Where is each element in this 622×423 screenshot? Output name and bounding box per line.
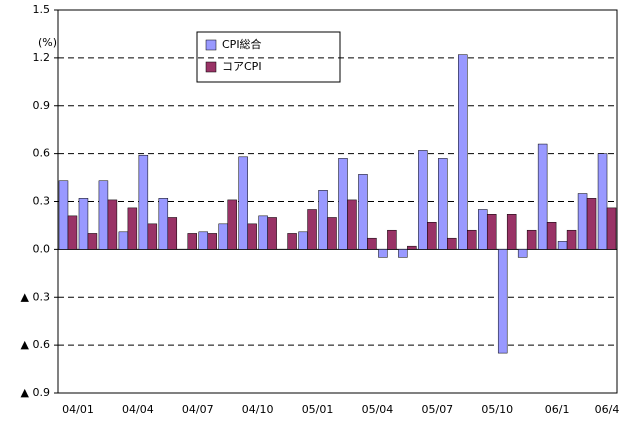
legend-label: CPI総合 — [222, 37, 262, 51]
x-tick-label: 05/10 — [481, 403, 513, 416]
bar — [78, 198, 89, 250]
bar — [287, 233, 297, 250]
x-tick-label: 06/1 — [545, 403, 570, 416]
bar — [58, 180, 69, 250]
bar — [597, 153, 608, 250]
bar — [67, 215, 78, 250]
bar — [318, 190, 328, 250]
bar — [338, 158, 348, 250]
bar — [537, 143, 548, 250]
y-tick-label: ▲ 0.3 — [21, 290, 50, 303]
y-tick-label: 0.6 — [33, 147, 51, 160]
x-tick-label: 05/01 — [302, 403, 334, 416]
bar — [98, 180, 109, 250]
bar — [407, 245, 417, 250]
bar — [258, 215, 268, 250]
bar — [546, 221, 557, 250]
bar — [506, 214, 517, 250]
bar — [367, 237, 377, 250]
bar — [557, 241, 568, 250]
bar — [517, 249, 528, 258]
bar — [87, 233, 98, 250]
bar — [577, 193, 588, 250]
x-tick-label: 04/07 — [182, 403, 214, 416]
x-tick-label: 04/01 — [62, 403, 94, 416]
bar — [447, 237, 457, 250]
bar — [526, 229, 537, 250]
bar — [238, 156, 248, 250]
bar — [387, 229, 397, 250]
bar — [267, 217, 277, 250]
bar — [247, 223, 257, 250]
bar — [307, 209, 317, 250]
y-tick-label: 0.0 — [33, 242, 51, 255]
legend-label: コアCPI — [222, 60, 262, 73]
y-tick-label: 0.9 — [33, 99, 51, 112]
x-tick-label: 05/04 — [362, 403, 394, 416]
bar — [418, 150, 428, 250]
y-tick-label: 1.2 — [33, 51, 51, 64]
x-tick-label: 04/04 — [122, 403, 154, 416]
bar — [138, 154, 149, 250]
bar — [118, 231, 129, 250]
bar — [438, 158, 448, 250]
bar — [478, 209, 488, 250]
bar — [298, 231, 308, 250]
bar — [167, 217, 178, 250]
bar — [486, 214, 497, 250]
y-tick-label: ▲ 0.6 — [21, 338, 50, 351]
bar — [207, 233, 217, 250]
bar — [378, 249, 388, 258]
bar — [198, 231, 208, 250]
bar — [458, 54, 468, 250]
bar — [347, 199, 357, 250]
y-tick-label: 0.3 — [33, 195, 51, 208]
bar — [398, 249, 408, 258]
legend-box — [196, 31, 341, 83]
y-tick-label: ▲ 0.9 — [21, 386, 50, 399]
bar — [467, 229, 477, 250]
bar — [358, 174, 368, 250]
bar — [227, 199, 237, 250]
legend-swatch — [205, 39, 217, 51]
bar — [497, 249, 508, 354]
bar — [127, 207, 138, 250]
bar — [566, 229, 577, 250]
bar — [107, 199, 118, 250]
x-tick-label: 06/4 — [595, 403, 620, 416]
legend-swatch — [205, 61, 217, 73]
x-tick-label: 04/10 — [242, 403, 274, 416]
bar — [586, 198, 597, 250]
bar — [606, 207, 617, 250]
y-tick-label: 1.5 — [33, 3, 51, 16]
bar — [187, 233, 197, 250]
bar — [147, 223, 158, 250]
bar — [427, 221, 437, 250]
bar — [158, 198, 169, 250]
unit-annotation: (%) — [38, 36, 57, 49]
bar — [218, 223, 228, 250]
x-tick-label: 05/07 — [421, 403, 453, 416]
bar — [327, 217, 337, 250]
